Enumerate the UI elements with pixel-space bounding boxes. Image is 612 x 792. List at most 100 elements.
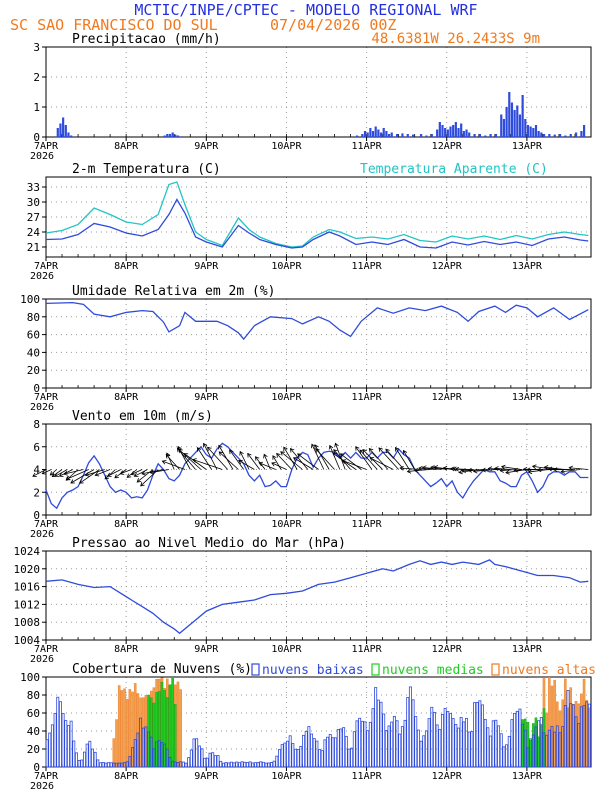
cloud-bar-low (331, 737, 335, 768)
cloud-bar-low (318, 749, 322, 768)
wind-vector-head (63, 471, 68, 476)
cloud-bar-low (555, 725, 559, 768)
x-tick-label: 9APR (194, 771, 219, 782)
wind-vector (569, 467, 589, 470)
x-tick-label: 11APR (352, 261, 383, 272)
run-label: 07/04/2026 00Z (270, 16, 396, 34)
cloud-bar-low (505, 744, 509, 768)
cloud-bar-low (264, 762, 268, 768)
wind-vector (150, 469, 169, 474)
wind-vector-head (258, 461, 264, 467)
cloud-bar-low (550, 726, 554, 768)
wind-vector-head (218, 444, 223, 450)
y-tick-label: 4 (33, 464, 40, 477)
cloud-bar-low (328, 734, 332, 768)
cloud-bar-low (494, 719, 498, 768)
wind-vector (290, 448, 309, 470)
cloud-bar-low (534, 726, 538, 768)
y-tick-label: 100 (20, 671, 40, 684)
wind-vector-head (334, 442, 339, 448)
precip-bar (369, 128, 372, 137)
precip-bar (484, 135, 487, 137)
wind-vector-head (126, 473, 132, 478)
cloud-bar-low (376, 699, 380, 768)
cloud-bar-low (61, 713, 65, 768)
precip-bar (379, 132, 383, 137)
cloud-bar-low (515, 710, 519, 768)
x-year-label: 2026 (30, 271, 54, 282)
cloud-bar-low (553, 731, 557, 768)
wind-vector-head (161, 460, 167, 465)
precip-bar (460, 123, 463, 137)
wind-vector (162, 460, 186, 470)
cloud-bar-low (315, 740, 319, 768)
wind-vector (207, 446, 228, 470)
wind-vector-head (413, 467, 419, 473)
y-tick-label: 21 (27, 241, 40, 254)
wind-vector-head (450, 466, 455, 472)
cloud-bar-mid (168, 684, 172, 768)
cloud-bar-low (93, 751, 97, 768)
x-tick-label: 8APR (114, 771, 139, 782)
cloud-bar-low (85, 743, 89, 768)
cloud-bar-low (197, 745, 201, 768)
wind-vector (120, 469, 132, 475)
wind-vector (177, 447, 196, 470)
cloud-bar-low (446, 711, 450, 768)
precip-bar (385, 131, 388, 137)
wind-vector-head (421, 465, 427, 471)
cloud-bar-mid (174, 704, 177, 768)
cloud-bar-low (585, 701, 589, 768)
wind-vector-head (499, 468, 504, 473)
cloud-bar-low (96, 759, 100, 768)
panel-1: 0 1 2 3 7APR 8APR 9APR 10APR 11APR 12APR 13APR 2026… (30, 32, 592, 162)
cloud-bar-low (58, 701, 62, 768)
x-year-label: 2026 (30, 151, 54, 162)
wind-vector (561, 469, 581, 473)
wind-vector (258, 462, 276, 470)
cloud-bar-low (251, 762, 255, 768)
cloud-bar-low (529, 738, 533, 768)
precip-bar (401, 133, 404, 137)
cloud-bar-low (352, 731, 356, 768)
cloud-bar-low (203, 757, 207, 768)
cloud-bar-low (489, 735, 493, 768)
cloud-bar-low (141, 727, 145, 768)
cloud-bar-low (280, 744, 284, 768)
precip-bar (457, 128, 460, 137)
precip-bar (540, 132, 543, 137)
wind-vector-head (359, 449, 364, 455)
precip-bar (542, 134, 546, 137)
precip-bar (513, 110, 516, 137)
x-tick-label: 10APR (271, 392, 302, 403)
y-tick-label: 20 (27, 743, 40, 756)
precip-bar (387, 134, 391, 137)
wind-vector-head (472, 468, 478, 474)
cloud-bar-low (123, 762, 127, 768)
cloud-bar-low (163, 743, 167, 768)
cloud-bar-low (513, 712, 517, 768)
wind-vector-head (65, 475, 71, 481)
wind-vector (218, 445, 234, 470)
cloud-bar-low (577, 723, 581, 768)
cloud-bar-low (454, 724, 458, 768)
cloud-bar-low (491, 720, 495, 768)
wind-vector (107, 469, 121, 477)
x-tick-label: 13APR (512, 771, 543, 782)
y-tick-label: 1024 (14, 545, 41, 558)
y-tick-label: 80 (27, 689, 40, 702)
wind-vector-head (70, 479, 75, 484)
cloud-bar-low (507, 735, 511, 768)
y-tick-label: 6 (33, 441, 40, 454)
cloud-bar-low (497, 725, 501, 768)
cloud-bar-low (502, 746, 506, 768)
cloud-bar-low (50, 724, 54, 768)
legend-label: nuvens baixas (262, 663, 364, 678)
x-tick-label: 13APR (512, 261, 543, 272)
precip-bar (548, 134, 551, 137)
wind-vector (369, 448, 389, 470)
cloud-bar-low (323, 739, 327, 768)
wind-vector-head (553, 467, 558, 473)
y-tick-label: 1004 (14, 634, 41, 647)
wind-vector (430, 466, 447, 470)
